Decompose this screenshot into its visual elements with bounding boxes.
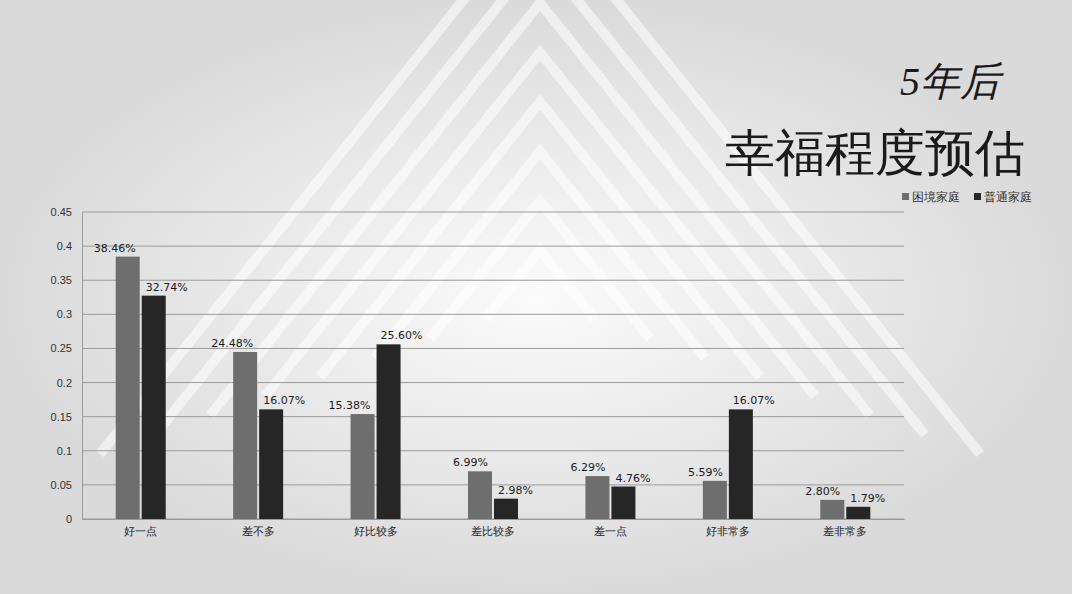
y-tick-label: 0.15: [51, 411, 72, 423]
background-chevron: [100, 0, 980, 454]
legend-swatch: [974, 193, 981, 200]
x-tick-label: 好比较多: [354, 525, 398, 537]
x-tick-label: 差不多: [242, 525, 275, 537]
y-tick-label: 0.3: [57, 308, 72, 320]
bar: [703, 481, 727, 519]
y-tick-label: 0.25: [51, 342, 72, 354]
x-axis: 好一点 差不多 好比较多 差比较多 差一点 好非常多 差非常多: [83, 519, 905, 537]
bar: [351, 414, 375, 519]
x-tick: 差非常多: [823, 519, 867, 537]
y-tick: 0.25: [51, 342, 82, 354]
grid-line: [82, 450, 904, 451]
data-label: 38.46%: [94, 242, 136, 255]
x-tick: 差不多: [242, 519, 275, 537]
background-chevron: [485, 251, 595, 320]
x-tick: 好非常多: [706, 519, 750, 537]
y-tick-label: 0.05: [51, 479, 72, 491]
bar: [846, 507, 870, 519]
grid-line: [82, 246, 904, 247]
data-label: 2.80%: [805, 485, 840, 498]
x-axis-line: [83, 519, 905, 520]
bar: [494, 499, 518, 519]
data-label: 15.38%: [329, 399, 371, 412]
background-chevron: [375, 152, 705, 358]
grid-line: [82, 314, 904, 315]
grid-line: [82, 280, 904, 281]
data-label: 5.59%: [688, 466, 723, 479]
y-tick: 0.35: [51, 274, 82, 286]
x-tick-label: 差非常多: [823, 525, 867, 537]
data-labels: 38.46% 24.48% 15.38% 6.99% 6.29% 5.59% 2.80% 32…: [94, 242, 885, 505]
subtitle: 5年后: [900, 59, 1004, 104]
y-tick: 0.4: [57, 240, 82, 252]
plot: 00.050.10.150.20.250.30.350.40.45好一点差不多好…: [51, 206, 905, 537]
legend-item: 困境家庭: [902, 190, 960, 204]
data-label: 4.76%: [615, 472, 650, 485]
y-tick-label: 0.45: [51, 206, 72, 218]
grid-line: [82, 382, 904, 383]
data-label: 24.48%: [211, 337, 253, 350]
data-label: 6.29%: [570, 461, 605, 474]
y-tick-label: 0.35: [51, 274, 72, 286]
bar: [259, 409, 283, 519]
y-tick: 0.45: [51, 206, 82, 218]
x-tick: 好比较多: [354, 519, 398, 537]
x-tick-label: 好非常多: [706, 525, 750, 537]
data-label: 16.07%: [263, 394, 305, 407]
title: 幸福程度预估: [725, 124, 1025, 182]
grid-line: [82, 519, 904, 520]
bar: [116, 257, 140, 519]
background-chevron: [265, 53, 815, 397]
y-tick: 0.05: [51, 479, 82, 491]
y-axis: 0 0.05 0.1 0.15 0.2 0.25 0.3 0.35 0.4 0.45: [51, 206, 83, 525]
grid: [82, 212, 904, 519]
bars: [116, 257, 871, 519]
y-tick-label: 0.2: [57, 377, 72, 389]
chart: 5年后幸福程度预估 0 0.05 0.1 0.15 0.2 0.25 0.3 0.35 0.4 0.…: [0, 0, 1072, 594]
y-tick: 0: [66, 513, 82, 525]
legend-item: 普通家庭: [974, 190, 1032, 204]
y-tick: 0.1: [57, 445, 82, 457]
data-label: 25.60%: [381, 329, 423, 342]
background-chevron: [155, 0, 925, 435]
background: [0, 0, 1072, 594]
x-tick-label: 差比较多: [471, 525, 515, 537]
y-tick: 0.2: [57, 377, 82, 389]
background-fill: [0, 0, 1072, 594]
y-tick-label: 0.4: [57, 240, 72, 252]
legend-swatch: [902, 193, 909, 200]
y-tick: 0.3: [57, 308, 82, 320]
bar: [585, 476, 609, 519]
bar: [377, 344, 401, 519]
legend-label: 普通家庭: [984, 190, 1032, 204]
grid-line: [82, 212, 904, 213]
bar: [729, 409, 753, 519]
data-label: 1.79%: [850, 492, 885, 505]
x-tick: 差一点: [594, 519, 627, 537]
bar: [611, 487, 635, 519]
grid-line: [82, 416, 904, 417]
x-tick-label: 差一点: [594, 525, 627, 537]
data-label: 2.98%: [498, 484, 533, 497]
bar: [142, 296, 166, 519]
x-tick: 差比较多: [471, 519, 515, 537]
bar: [468, 471, 492, 519]
background-chevron: [210, 3, 870, 416]
y-tick-label: 0: [66, 513, 72, 525]
y-tick-label: 0.1: [57, 445, 72, 457]
data-label: 32.74%: [146, 281, 188, 294]
bar: [820, 500, 844, 519]
grid-line: [82, 484, 904, 485]
legend: 困境家庭 普通家庭: [902, 190, 1032, 204]
y-axis-line: [82, 213, 83, 520]
background-chevron: [430, 201, 650, 339]
x-tick-label: 好一点: [124, 525, 157, 537]
y-tick: 0.15: [51, 411, 82, 423]
data-label: 16.07%: [733, 394, 775, 407]
bar: [233, 352, 257, 519]
grid-line: [82, 348, 904, 349]
legend-label: 困境家庭: [912, 190, 960, 204]
x-tick: 好一点: [124, 519, 157, 537]
data-label: 6.99%: [453, 456, 488, 469]
